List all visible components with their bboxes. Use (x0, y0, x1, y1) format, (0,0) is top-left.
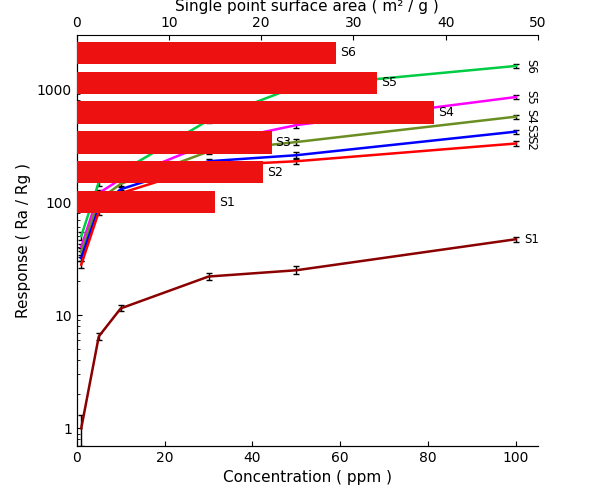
Text: S3: S3 (275, 136, 291, 149)
X-axis label: Concentration ( ppm ): Concentration ( ppm ) (223, 470, 392, 485)
Text: S6: S6 (525, 59, 538, 73)
Text: S4: S4 (525, 109, 538, 124)
Bar (77, 131, 271, 154)
Y-axis label: Response ( Ra / Rg ): Response ( Ra / Rg ) (17, 163, 31, 318)
Text: S1: S1 (219, 195, 235, 208)
Bar (77, 72, 377, 94)
Text: S2: S2 (525, 136, 538, 151)
Bar (77, 191, 215, 213)
Text: S2: S2 (268, 166, 283, 179)
Text: S4: S4 (438, 106, 454, 119)
X-axis label: Single point surface area ( m² / g ): Single point surface area ( m² / g ) (176, 0, 439, 14)
Text: S3: S3 (525, 124, 538, 139)
Bar (77, 42, 336, 64)
Bar (77, 161, 264, 183)
Text: S5: S5 (525, 90, 538, 104)
Text: S6: S6 (340, 47, 356, 60)
Text: S5: S5 (381, 76, 397, 89)
Text: S1: S1 (525, 233, 540, 245)
Bar (77, 101, 434, 124)
